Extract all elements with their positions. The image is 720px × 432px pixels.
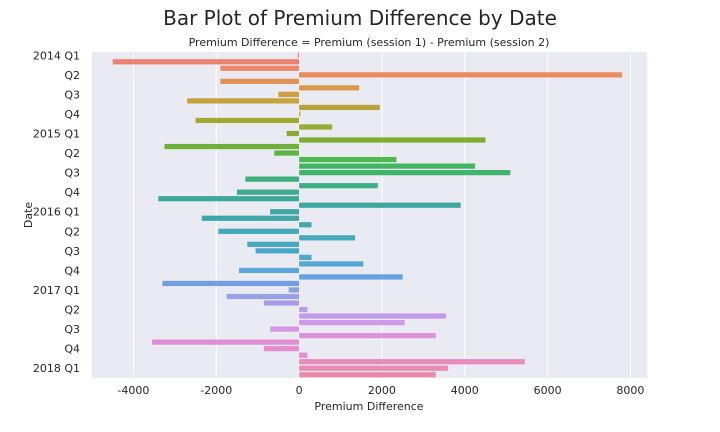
y-tick-label: 2014 Q1 xyxy=(33,49,80,62)
x-axis-label: Premium Difference xyxy=(314,400,423,413)
bar xyxy=(278,91,300,97)
x-tick-label: 2000 xyxy=(368,384,396,397)
bar xyxy=(299,313,447,319)
bar xyxy=(299,222,312,228)
y-tick-label: Q2 xyxy=(64,69,80,82)
bar xyxy=(201,215,300,221)
bar xyxy=(299,319,405,326)
x-tick-label: -2000 xyxy=(200,384,232,397)
bar xyxy=(274,150,300,156)
bar xyxy=(162,280,300,287)
y-tick-label: 2017 Q1 xyxy=(33,284,80,297)
bar xyxy=(158,196,300,202)
bar xyxy=(299,365,449,371)
bar xyxy=(245,176,300,182)
bar xyxy=(112,59,300,65)
chart-subtitle: Premium Difference = Premium (session 1)… xyxy=(189,36,550,49)
plot-area xyxy=(92,52,647,378)
bar xyxy=(220,78,300,84)
y-tick-label: Q4 xyxy=(64,108,80,121)
y-tick-label: Q3 xyxy=(64,245,80,258)
y-tick-label: Q3 xyxy=(64,88,80,101)
bar xyxy=(299,333,436,339)
bar xyxy=(299,163,476,169)
bar xyxy=(164,143,300,150)
y-tick-label: Q3 xyxy=(64,167,80,180)
y-tick-label: Q2 xyxy=(64,304,80,317)
bar xyxy=(299,85,360,91)
bar xyxy=(299,183,378,189)
bar xyxy=(187,98,300,104)
bar xyxy=(299,137,486,143)
bar xyxy=(299,111,301,117)
bar xyxy=(247,241,300,247)
bar xyxy=(299,235,356,241)
bar xyxy=(195,117,300,124)
bar xyxy=(299,104,380,111)
y-tick-label: Q4 xyxy=(64,264,80,277)
y-tick-label: Q4 xyxy=(64,186,80,199)
bar xyxy=(236,189,300,195)
y-tick-label: Q4 xyxy=(64,343,80,356)
bar xyxy=(299,202,461,208)
chart-title: Bar Plot of Premium Difference by Date xyxy=(163,6,557,30)
bar xyxy=(299,156,397,163)
bar xyxy=(220,65,300,71)
bar xyxy=(299,306,308,313)
bar xyxy=(286,130,300,137)
bar xyxy=(218,228,300,234)
bar xyxy=(299,72,623,78)
bar xyxy=(152,339,300,345)
y-tick-label: 2016 Q1 xyxy=(33,206,80,219)
y-tick-label: 2018 Q1 xyxy=(33,362,80,375)
y-tick-label: 2015 Q1 xyxy=(33,128,80,141)
x-tick-label: 8000 xyxy=(616,384,644,397)
bar xyxy=(263,346,300,352)
bar xyxy=(299,254,312,260)
bar xyxy=(299,359,525,365)
bar xyxy=(299,274,403,280)
y-tick-label: Q3 xyxy=(64,323,80,336)
bar xyxy=(299,372,436,378)
bar xyxy=(270,209,300,215)
x-tick-label: -4000 xyxy=(117,384,149,397)
bars xyxy=(112,52,623,378)
bar xyxy=(270,326,300,332)
x-tick-label: 0 xyxy=(296,384,303,397)
bar xyxy=(255,248,300,254)
bar xyxy=(288,287,300,293)
bar xyxy=(299,170,511,176)
bar xyxy=(299,352,308,358)
x-tick-label: 6000 xyxy=(534,384,562,397)
y-axis-label: Date xyxy=(22,202,35,229)
bar xyxy=(297,52,300,58)
bar xyxy=(226,293,300,300)
bar xyxy=(299,124,333,130)
bar xyxy=(299,261,364,267)
x-tick-label: 4000 xyxy=(451,384,479,397)
bar xyxy=(239,267,300,274)
y-tick-labels: 2014 Q1 Q2 Q3 Q4 2015 Q1 Q2 Q3 Q4 2016 Q1 Q2 Q3 Q4 2… xyxy=(33,49,80,375)
y-tick-label: Q2 xyxy=(64,147,80,160)
bar xyxy=(263,300,300,306)
y-tick-label: Q2 xyxy=(64,225,80,238)
x-tick-labels: -4000 -2000 0 2000 4000 6000 8000 xyxy=(117,384,644,397)
